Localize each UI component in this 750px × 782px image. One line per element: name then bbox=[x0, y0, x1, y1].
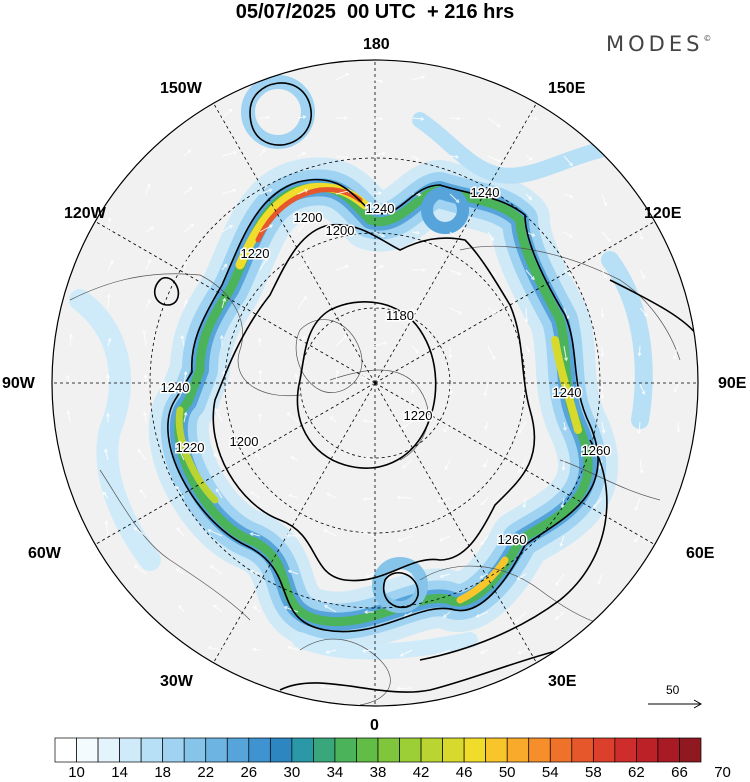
contour-label: 1200 bbox=[326, 223, 355, 238]
lon-label-150e: 150E bbox=[548, 80, 586, 97]
lon-label-60e: 60E bbox=[686, 545, 715, 562]
colorbar-tick-label: 46 bbox=[455, 764, 473, 781]
colorbar-swatch bbox=[356, 737, 379, 763]
contour-label: 1260 bbox=[582, 443, 611, 458]
lon-label-0: 0 bbox=[370, 717, 379, 734]
contour-label: 1200 bbox=[230, 434, 259, 449]
lon-label-30e: 30E bbox=[548, 673, 577, 690]
lon-label-90e: 90E bbox=[718, 375, 747, 392]
colorbar-swatch bbox=[205, 737, 228, 763]
colorbar-swatch bbox=[291, 737, 314, 763]
reference-vector bbox=[648, 699, 703, 709]
lon-label-150w: 150W bbox=[160, 80, 202, 97]
contour-label: 1220 bbox=[176, 440, 205, 455]
map-border bbox=[51, 59, 699, 707]
colorbar-swatch bbox=[119, 737, 142, 763]
colorbar bbox=[54, 737, 702, 763]
colorbar-swatch bbox=[420, 737, 443, 763]
colorbar-swatch bbox=[528, 737, 551, 763]
colorbar-tick-label: 38 bbox=[369, 764, 387, 781]
lon-label-60w: 60W bbox=[28, 545, 61, 562]
colorbar-swatch bbox=[248, 737, 271, 763]
colorbar-swatch bbox=[399, 737, 422, 763]
contour-label: 1200 bbox=[294, 210, 323, 225]
copyright-mark: © bbox=[703, 34, 712, 43]
colorbar-tick-label: 26 bbox=[240, 764, 258, 781]
colorbar-swatch bbox=[657, 737, 680, 763]
colorbar-swatch bbox=[636, 737, 659, 763]
colorbar-swatch bbox=[183, 737, 207, 763]
colorbar-swatch bbox=[463, 737, 487, 763]
colorbar-swatch bbox=[76, 737, 99, 763]
colorbar-swatch bbox=[549, 737, 573, 763]
contour-labels: 1240 1200 1220 1240 1220 1180 1240 1200 1220 1200… bbox=[159, 184, 612, 549]
colorbar-swatch bbox=[571, 737, 594, 763]
contour-label: 1220 bbox=[404, 408, 433, 423]
colorbar-swatch bbox=[442, 737, 465, 763]
colorbar-tick-label: 66 bbox=[671, 764, 688, 781]
colorbar-swatch bbox=[506, 737, 530, 763]
colorbar-tick-label: 30 bbox=[283, 764, 301, 781]
lon-label-180: 180 bbox=[363, 36, 390, 53]
colorbar-tick-label: 54 bbox=[541, 764, 559, 781]
colorbar-tick-label: 10 bbox=[68, 764, 85, 781]
contour-label: 1260 bbox=[498, 532, 527, 547]
colorbar-swatch bbox=[377, 737, 400, 763]
colorbar-tick-label: 34 bbox=[326, 764, 344, 781]
lon-label-90w: 90W bbox=[2, 375, 35, 392]
colorbar-tick-label: 50 bbox=[498, 764, 516, 781]
colorbar-swatch bbox=[614, 737, 637, 763]
colorbar-swatch bbox=[226, 737, 250, 763]
brand-name: MODES bbox=[606, 32, 704, 56]
colorbar-swatch bbox=[679, 737, 702, 763]
contour-label: 1240 bbox=[366, 201, 395, 216]
height-contours bbox=[153, 82, 698, 693]
colorbar-swatch bbox=[162, 737, 185, 763]
colorbar-swatch bbox=[313, 737, 336, 763]
chart-title: 05/07/2025 00 UTC + 216 hrs bbox=[235, 1, 515, 23]
colorbar-swatch bbox=[592, 737, 616, 763]
colorbar-tick-label: 58 bbox=[584, 764, 602, 781]
modes-logo: MODES© bbox=[606, 32, 711, 56]
contour-label: 1240 bbox=[161, 380, 190, 395]
colorbar-tick-label: 62 bbox=[628, 764, 645, 781]
reference-vector-label: 50 bbox=[666, 683, 680, 697]
colorbar-swatch bbox=[54, 737, 77, 763]
contour-label: 1220 bbox=[241, 246, 270, 261]
lon-label-30w: 30W bbox=[160, 673, 193, 690]
colorbar-tick-label: 14 bbox=[111, 764, 128, 781]
colorbar-swatch bbox=[485, 737, 508, 763]
colorbar-swatch bbox=[97, 737, 120, 763]
contour-label: 1240 bbox=[471, 185, 500, 200]
lon-label-120e: 120E bbox=[644, 205, 682, 222]
colorbar-tick-label: 42 bbox=[412, 764, 430, 781]
colorbar-tick-label: 18 bbox=[154, 764, 171, 781]
colorbar-tick-label: 70 bbox=[714, 764, 731, 781]
contour-label: 1180 bbox=[386, 308, 414, 323]
contour-label: 1240 bbox=[553, 385, 582, 400]
colorbar-swatch bbox=[334, 737, 357, 763]
wind-vectors bbox=[65, 72, 681, 691]
colorbar-swatch bbox=[269, 737, 293, 763]
lon-label-120w: 120W bbox=[64, 205, 106, 222]
wind-speed-shading bbox=[69, 75, 653, 660]
colorbar-tick-label: 22 bbox=[197, 764, 215, 781]
colorbar-swatch bbox=[140, 737, 164, 763]
